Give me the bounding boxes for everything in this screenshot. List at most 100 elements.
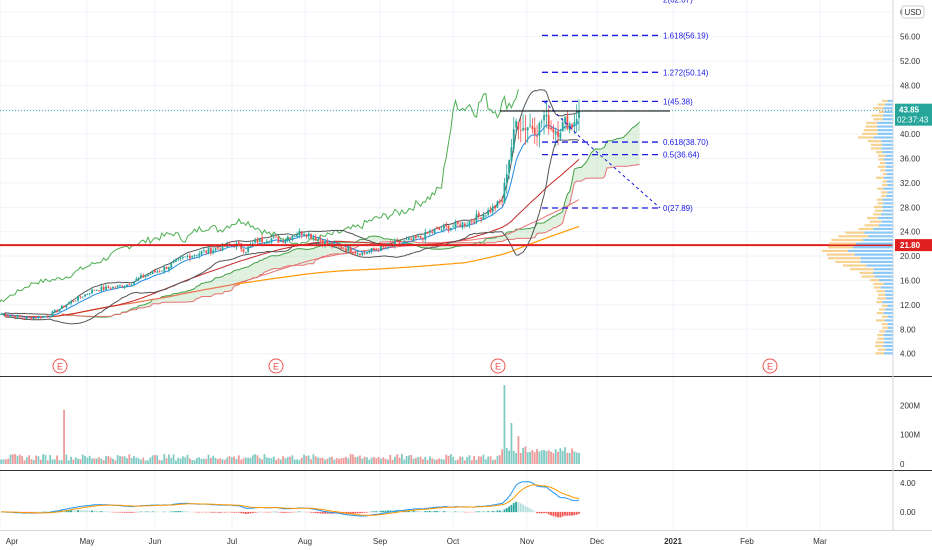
currency-badge[interactable]: USD [901, 5, 925, 19]
earnings-marker[interactable]: E [52, 358, 68, 374]
candle[interactable] [559, 128, 562, 142]
candle[interactable] [300, 230, 303, 239]
candle[interactable] [396, 237, 399, 243]
candle[interactable] [473, 218, 476, 224]
candle[interactable] [438, 226, 441, 230]
candle[interactable] [540, 119, 543, 128]
candle[interactable] [114, 286, 117, 290]
candle[interactable] [247, 246, 250, 255]
candle[interactable] [445, 221, 448, 230]
candle[interactable] [140, 272, 142, 279]
candle[interactable] [219, 247, 222, 251]
candle[interactable] [470, 218, 473, 226]
candle[interactable] [216, 246, 219, 251]
candle[interactable] [550, 120, 552, 132]
earnings-marker[interactable]: E [762, 358, 778, 374]
candle[interactable] [456, 220, 459, 228]
candle[interactable] [522, 113, 524, 132]
candle[interactable] [349, 246, 352, 254]
candle[interactable] [109, 286, 112, 290]
candle[interactable] [314, 234, 317, 241]
candle[interactable] [505, 164, 508, 194]
candle[interactable] [557, 120, 559, 146]
candle[interactable] [182, 254, 184, 260]
candle[interactable] [186, 254, 189, 260]
candle[interactable] [198, 250, 201, 259]
candle[interactable] [25, 316, 28, 320]
candle[interactable] [147, 273, 149, 277]
candle[interactable] [459, 220, 462, 228]
candle[interactable] [468, 220, 471, 229]
candle[interactable] [293, 233, 296, 237]
candle[interactable] [58, 308, 61, 312]
candle[interactable] [547, 107, 550, 135]
candle[interactable] [91, 287, 93, 294]
candle[interactable] [282, 239, 284, 244]
candle[interactable] [63, 305, 65, 308]
candle[interactable] [405, 236, 408, 241]
candle[interactable] [447, 224, 450, 233]
candle[interactable] [435, 226, 438, 230]
candle[interactable] [21, 316, 24, 320]
candle[interactable] [356, 250, 359, 258]
candle[interactable] [184, 256, 187, 258]
candle[interactable] [261, 234, 264, 246]
candle[interactable] [98, 289, 100, 292]
candle[interactable] [70, 299, 72, 306]
candle[interactable] [347, 245, 350, 253]
candle[interactable] [310, 233, 312, 241]
candle[interactable] [463, 222, 466, 229]
candle[interactable] [531, 118, 534, 134]
candle[interactable] [305, 233, 308, 239]
candle[interactable] [377, 249, 380, 253]
candle[interactable] [571, 123, 573, 131]
candle[interactable] [133, 281, 135, 287]
candle[interactable] [419, 235, 422, 240]
candle[interactable] [244, 251, 247, 255]
candle[interactable] [578, 99, 580, 132]
candle[interactable] [398, 240, 401, 245]
candle[interactable] [67, 301, 70, 305]
candle[interactable] [23, 317, 26, 320]
candle[interactable] [286, 235, 289, 243]
candle[interactable] [100, 284, 103, 293]
candle[interactable] [508, 159, 511, 180]
candle[interactable] [373, 247, 375, 252]
candle[interactable] [543, 110, 545, 135]
candle[interactable] [384, 246, 387, 249]
candle[interactable] [135, 276, 138, 282]
candle[interactable] [440, 226, 443, 233]
candle[interactable] [361, 252, 364, 257]
candle[interactable] [452, 223, 455, 228]
candle[interactable] [191, 255, 194, 259]
candle[interactable] [4, 313, 7, 318]
candle[interactable] [28, 315, 31, 319]
candle[interactable] [119, 284, 121, 288]
candle[interactable] [214, 248, 217, 253]
candle[interactable] [77, 296, 79, 302]
candle[interactable] [112, 286, 114, 290]
candle[interactable] [158, 269, 161, 273]
candle[interactable] [72, 299, 75, 303]
candle[interactable] [564, 115, 566, 131]
candle[interactable] [172, 259, 175, 264]
candle[interactable] [0, 312, 3, 315]
candle[interactable] [107, 284, 110, 289]
candle[interactable] [53, 309, 56, 313]
candle[interactable] [368, 249, 371, 254]
candle[interactable] [296, 231, 298, 238]
candle[interactable] [60, 304, 63, 310]
candle[interactable] [123, 285, 126, 290]
candle[interactable] [170, 263, 173, 269]
candle[interactable] [477, 210, 480, 220]
candle[interactable] [126, 284, 128, 288]
candle[interactable] [524, 114, 527, 145]
candle[interactable] [137, 276, 140, 282]
fib-extension[interactable]: 1.618(56.19) 1.272(50.14) 1(45.38) 0.618(38… [542, 0, 709, 213]
candle[interactable] [324, 239, 326, 248]
candle[interactable] [545, 99, 548, 129]
candle[interactable] [303, 231, 305, 237]
candle[interactable] [11, 314, 14, 317]
candle[interactable] [39, 316, 42, 320]
